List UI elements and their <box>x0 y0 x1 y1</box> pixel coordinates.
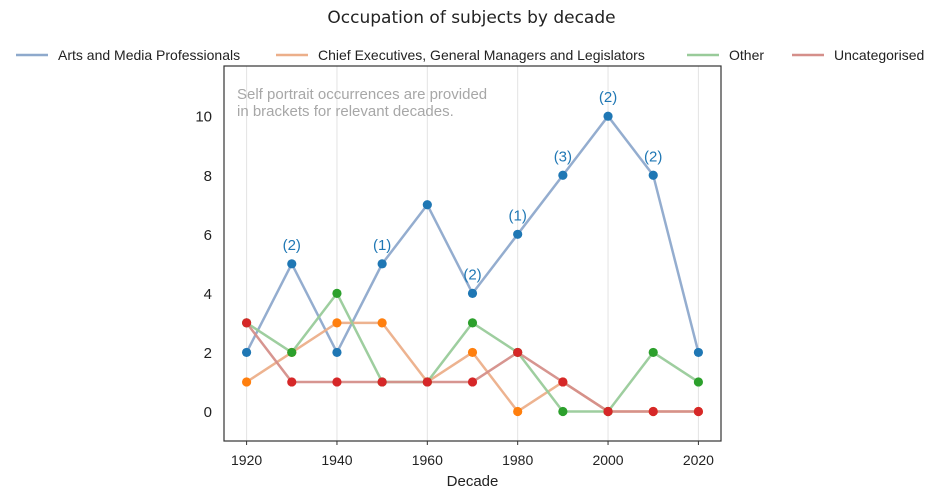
x-axis-label: Decade <box>447 473 499 490</box>
data-point <box>513 406 523 417</box>
legend-label: Uncategorised <box>834 47 924 63</box>
y-tick-label: 10 <box>195 109 212 126</box>
data-label: (2) <box>644 148 662 165</box>
y-tick-label: 0 <box>204 404 212 421</box>
data-point <box>332 288 342 298</box>
data-label: (2) <box>599 89 617 106</box>
y-tick-label: 4 <box>204 286 212 303</box>
x-tick-label: 1920 <box>231 452 262 468</box>
data-point <box>558 377 568 387</box>
data-point <box>648 406 658 417</box>
data-point <box>693 347 704 358</box>
data-point <box>377 259 387 269</box>
series-lines <box>245 114 700 413</box>
data-point <box>377 318 387 328</box>
data-point <box>603 111 613 121</box>
legend-label: Other <box>729 47 764 63</box>
x-tick-label: 1960 <box>412 452 443 468</box>
data-point <box>513 229 523 239</box>
data-label: (2) <box>283 237 301 254</box>
legend-label: Arts and Media Professionals <box>58 47 240 63</box>
data-point <box>332 318 342 328</box>
series-line <box>245 321 699 413</box>
data-point <box>467 347 478 358</box>
x-axis: 1920 1940 1960 1980 2000 2020 Decade <box>231 441 714 490</box>
data-point <box>648 170 658 180</box>
annotation-text: Self portrait occurrences are provided in… <box>237 86 487 120</box>
data-point <box>287 377 297 387</box>
x-tick-label: 1980 <box>502 452 533 468</box>
data-point <box>422 377 432 387</box>
data-label: (3) <box>554 148 572 165</box>
data-point <box>287 259 297 269</box>
chart-title: Occupation of subjects by decade <box>327 8 615 28</box>
data-point <box>693 406 704 417</box>
data-label: (1) <box>509 207 527 224</box>
data-point <box>422 200 432 210</box>
data-point <box>377 377 387 387</box>
data-point <box>332 377 342 387</box>
series-line <box>245 114 700 354</box>
y-tick-label: 8 <box>204 168 212 185</box>
x-tick-label: 2020 <box>683 452 714 468</box>
data-label: (2) <box>463 266 481 283</box>
data-point <box>467 288 478 298</box>
data-point <box>603 406 613 417</box>
data-point <box>467 318 478 328</box>
data-point <box>558 170 568 180</box>
y-tick-label: 2 <box>204 345 212 362</box>
data-point <box>332 347 342 358</box>
data-point <box>693 377 704 387</box>
y-axis: 0 2 4 6 8 10 <box>195 109 212 421</box>
data-point <box>241 347 252 358</box>
data-point <box>558 406 568 417</box>
legend: Arts and Media Professionals Chief Execut… <box>16 47 924 63</box>
data-point <box>287 347 297 358</box>
data-labels: (2) (1) (2) (1) (3) (2) (2) <box>283 89 663 283</box>
data-point <box>241 377 252 387</box>
y-tick-label: 6 <box>204 227 212 244</box>
plot-frame <box>223 65 722 442</box>
data-point <box>648 347 658 358</box>
x-tick-label: 2000 <box>592 452 623 468</box>
data-point <box>241 318 252 328</box>
data-label: (1) <box>373 237 391 254</box>
legend-label: Chief Executives, General Managers and L… <box>318 47 645 63</box>
data-point <box>467 377 478 387</box>
data-points <box>241 111 704 417</box>
x-tick-label: 1940 <box>321 452 352 468</box>
data-point <box>513 347 523 358</box>
